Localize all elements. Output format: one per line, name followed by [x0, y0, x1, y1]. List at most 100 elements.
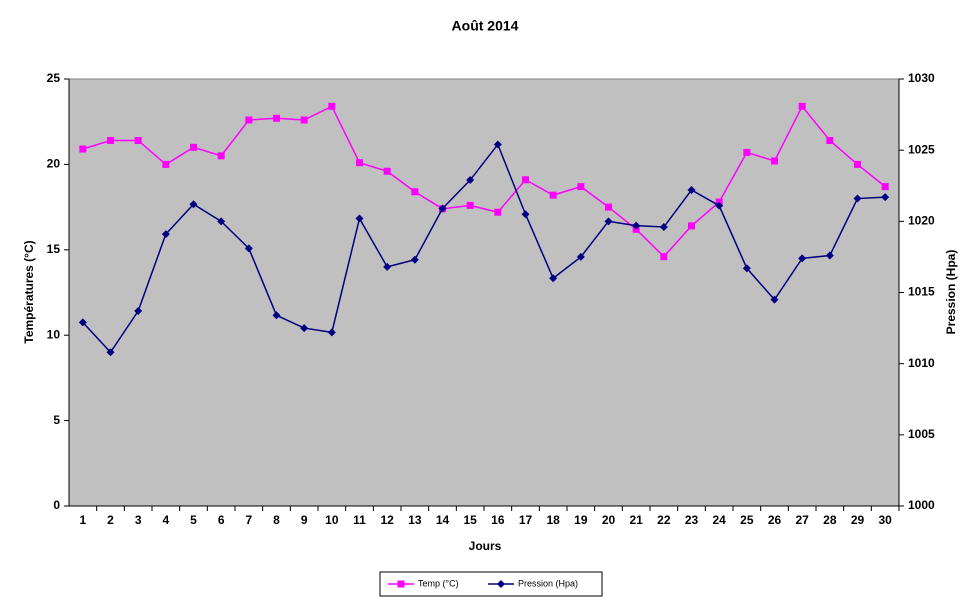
- x-tick-label: 20: [602, 513, 616, 527]
- marker: [272, 311, 281, 320]
- y2-tick-label: 1030: [908, 71, 935, 85]
- y-tick-label: 15: [47, 242, 61, 256]
- marker: [78, 318, 87, 327]
- chart-title: Août 2014: [452, 18, 519, 34]
- marker: [383, 167, 391, 175]
- marker: [605, 203, 612, 211]
- marker: [826, 136, 834, 144]
- marker: [79, 145, 87, 153]
- marker: [494, 208, 502, 216]
- marker: [577, 183, 585, 191]
- marker: [825, 251, 834, 260]
- marker: [798, 254, 807, 263]
- y-tick-label: 25: [47, 71, 61, 85]
- marker: [190, 143, 197, 151]
- marker: [604, 217, 613, 226]
- x-tick-label: 27: [795, 513, 809, 527]
- legend-box: [379, 571, 603, 597]
- x-tick-label: 6: [218, 513, 225, 527]
- marker: [300, 324, 309, 333]
- x-tick-label: 24: [712, 513, 726, 527]
- y-tick-label: 20: [47, 157, 61, 171]
- legend: Temp (°C) Pression (Hpa): [379, 571, 603, 597]
- marker: [854, 160, 861, 168]
- marker: [659, 223, 668, 232]
- marker: [383, 262, 392, 271]
- marker: [881, 193, 890, 202]
- marker: [770, 295, 779, 304]
- legend-label: Temp (°C): [418, 578, 459, 588]
- marker: [161, 230, 170, 239]
- marker: [771, 157, 778, 165]
- y-tick-label: 10: [47, 327, 61, 341]
- marker: [217, 152, 225, 160]
- x-tick-label: 21: [629, 513, 643, 527]
- marker: [798, 102, 806, 110]
- x-tick-label: 28: [823, 513, 837, 527]
- marker: [687, 186, 696, 195]
- y2-tick-label: 1025: [908, 142, 935, 156]
- marker: [497, 580, 505, 588]
- marker: [881, 183, 889, 191]
- marker: [411, 188, 419, 196]
- marker: [134, 136, 142, 144]
- x-tick-label: 14: [436, 513, 450, 527]
- marker: [245, 116, 253, 124]
- x-tick-label: 1: [79, 513, 86, 527]
- marker: [244, 244, 253, 253]
- marker: [327, 328, 336, 337]
- marker: [576, 252, 585, 261]
- y-tick-label: 0: [53, 498, 60, 512]
- x-tick-label: 26: [768, 513, 782, 527]
- marker: [106, 348, 115, 357]
- y2-tick-label: 1005: [908, 427, 935, 441]
- y2-tick-label: 1020: [908, 214, 935, 228]
- x-tick-label: 9: [301, 513, 308, 527]
- marker: [549, 191, 557, 199]
- x-tick-label: 2: [107, 513, 114, 527]
- marker: [356, 159, 363, 167]
- marker: [189, 200, 198, 209]
- marker: [522, 176, 529, 184]
- marker: [688, 222, 695, 230]
- marker: [493, 140, 502, 149]
- marker: [549, 274, 558, 283]
- marker: [410, 255, 419, 264]
- x-axis-label: Jours: [469, 539, 502, 553]
- marker: [742, 264, 751, 273]
- marker: [466, 201, 474, 209]
- series-line: [82, 142, 886, 354]
- x-tick-label: 11: [353, 513, 366, 527]
- x-tick-label: 25: [740, 513, 754, 527]
- x-tick-label: 8: [273, 513, 280, 527]
- x-tick-label: 19: [574, 513, 588, 527]
- x-tick-label: 5: [190, 513, 197, 527]
- marker: [521, 210, 530, 219]
- marker: [632, 221, 641, 230]
- x-tick-label: 7: [245, 513, 252, 527]
- marker: [134, 307, 143, 316]
- y2-axis-label: Pression (Hpa): [944, 250, 958, 335]
- y2-tick-label: 1000: [908, 498, 935, 512]
- marker: [355, 214, 364, 223]
- marker: [217, 217, 226, 226]
- y2-tick-label: 1015: [908, 285, 935, 299]
- x-tick-label: 23: [685, 513, 699, 527]
- x-tick-label: 17: [519, 513, 533, 527]
- marker: [743, 148, 751, 156]
- x-tick-label: 3: [135, 513, 142, 527]
- marker: [107, 136, 114, 144]
- y2-tick-label: 1010: [908, 356, 935, 370]
- x-tick-label: 18: [546, 513, 560, 527]
- marker: [273, 114, 280, 122]
- marker: [300, 116, 308, 124]
- plot-area: [68, 78, 900, 507]
- marker: [162, 160, 170, 168]
- x-tick-label: 4: [162, 513, 169, 527]
- x-tick-label: 12: [380, 513, 394, 527]
- marker: [466, 176, 475, 185]
- x-tick-label: 30: [878, 513, 892, 527]
- x-tick-label: 16: [491, 513, 505, 527]
- y-tick-label: 5: [53, 413, 60, 427]
